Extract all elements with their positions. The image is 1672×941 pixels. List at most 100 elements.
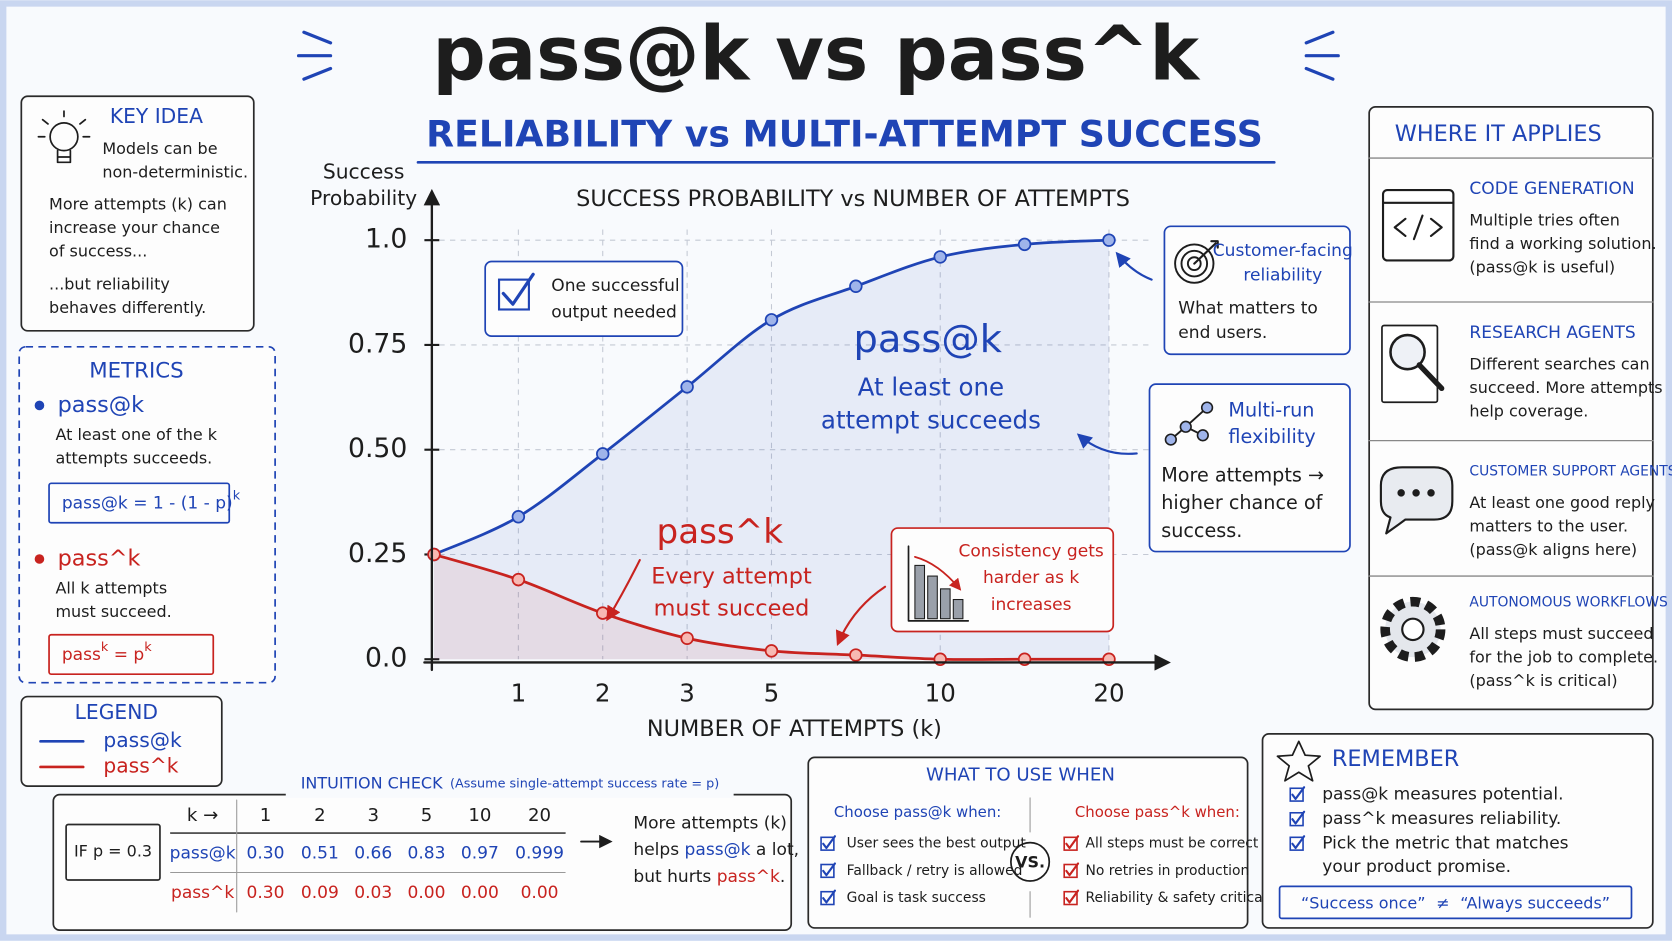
panel: [1261, 733, 1654, 929]
table-header: 5: [421, 805, 433, 826]
target-icon: [1174, 243, 1215, 284]
list-item: User sees the best output: [847, 836, 1027, 852]
label: higher chance of: [1161, 491, 1323, 514]
y-tick-label: 0.50: [348, 433, 407, 464]
icon: [1381, 201, 1455, 241]
panel: [65, 823, 161, 881]
list-item: Goal is task success: [847, 890, 986, 906]
title-flourish: [1304, 30, 1335, 45]
data-point: [680, 380, 694, 394]
check-mark: [1291, 835, 1306, 850]
label: (pass@k aligns here): [1469, 540, 1637, 559]
mini-bar: [952, 598, 964, 620]
checkbox: [1289, 787, 1304, 802]
panel-title: KEY IDEA: [110, 104, 203, 128]
comment-line: but hurts pass^k.: [633, 867, 785, 887]
data-point: [1102, 233, 1116, 247]
label: increases: [991, 595, 1072, 615]
checkbox-icon: [497, 278, 530, 311]
list-item: All steps must be correct: [1086, 836, 1259, 852]
magnifier-icon: [1389, 333, 1426, 371]
label: Multi-run: [1228, 398, 1314, 421]
y-tick-label: 0.0: [365, 643, 407, 674]
y-tick-label: 1.0: [365, 224, 407, 255]
panel-title: WHAT TO USE WHEN: [926, 764, 1115, 785]
footer-part: ≠: [1436, 893, 1449, 912]
comment-line: More attempts (k): [633, 813, 787, 833]
table-cell: 0.00: [461, 883, 499, 903]
data-point: [849, 279, 863, 293]
table-cell: 0.66: [354, 843, 392, 863]
y-tick-label: 0.25: [348, 538, 407, 569]
panel: [48, 633, 215, 676]
check-mark: [1065, 889, 1080, 904]
mini-bar: [927, 575, 938, 620]
table-cell: 0.83: [408, 843, 446, 863]
label: help coverage.: [1469, 401, 1588, 420]
title-flourish: [302, 30, 333, 45]
table-cell: 0.97: [461, 843, 499, 863]
y-axis-label: Probability: [310, 186, 417, 210]
icon: [1416, 362, 1445, 392]
data-point: [1017, 237, 1032, 252]
label: flexibility: [1228, 425, 1315, 448]
panel-title: WHERE IT APPLIES: [1395, 121, 1602, 147]
formula-part: pass@k = 1 - (1 - p): [62, 494, 233, 514]
panel: [1278, 885, 1633, 920]
bulb-icon: [49, 122, 79, 152]
panel: [48, 482, 231, 524]
data-point: [511, 510, 526, 524]
label: attempts succeeds.: [55, 448, 212, 467]
tab: [285, 770, 734, 798]
checkbox: [820, 836, 835, 851]
formula: passk = pk: [62, 640, 152, 665]
comment-line: helps pass@k a lot,: [633, 840, 799, 860]
checkbox: [1063, 890, 1078, 906]
data-point: [596, 447, 610, 461]
footer-part: “Success once”: [1301, 893, 1426, 912]
gear-hole: [1401, 617, 1425, 642]
label: At least one: [858, 372, 1004, 401]
list-item: No retries in production: [1086, 863, 1250, 879]
label: Different searches can: [1469, 354, 1649, 373]
label: ...but reliability: [49, 274, 170, 293]
comment-part: More attempts (k): [633, 813, 787, 833]
label: All steps must succeed: [1469, 624, 1653, 643]
check-mark: [822, 862, 836, 877]
checkbox: [1289, 811, 1304, 827]
y-tick-label: 0.75: [348, 328, 407, 359]
legend-label: pass^k: [103, 753, 178, 777]
checkbox: [1063, 836, 1078, 851]
check-mark: [1065, 862, 1080, 877]
label: non-deterministic.: [102, 162, 248, 181]
title-flourish: [302, 66, 333, 81]
data-point: [764, 313, 779, 327]
speech-dot: [1412, 489, 1420, 497]
x-tick-label: 10: [925, 678, 956, 707]
check-mark: [1291, 786, 1306, 800]
item-title: AUTONOMOUS WORKFLOWS: [1469, 595, 1668, 611]
panel: [20, 695, 223, 787]
superscript: k: [101, 640, 109, 655]
table-header: 1: [260, 805, 272, 826]
icon: [37, 110, 91, 164]
annotation-title: pass^k: [657, 512, 784, 552]
panel-title: INTUITION CHECK: [301, 774, 443, 793]
mini-bar: [939, 588, 951, 620]
legend-label: pass@k: [103, 728, 182, 752]
panel: [1148, 383, 1351, 553]
label: succeed. More attempts: [1469, 378, 1662, 397]
label: At least one of the k: [55, 425, 217, 444]
data-point: [596, 606, 610, 620]
chart-title: SUCCESS PROBABILITY vs NUMBER OF ATTEMPT…: [576, 186, 1130, 212]
area-fill: [433, 554, 1109, 660]
checkbox: [1063, 863, 1078, 879]
panel: [20, 95, 255, 332]
comment-part: but hurts: [633, 867, 716, 887]
table-cell: 0.09: [301, 883, 339, 903]
y-axis-label: Success: [323, 159, 405, 183]
checkbox: [1289, 836, 1304, 851]
icon: [907, 545, 970, 622]
label: More attempts (k) can: [49, 194, 227, 213]
table-header: k →: [187, 805, 218, 826]
